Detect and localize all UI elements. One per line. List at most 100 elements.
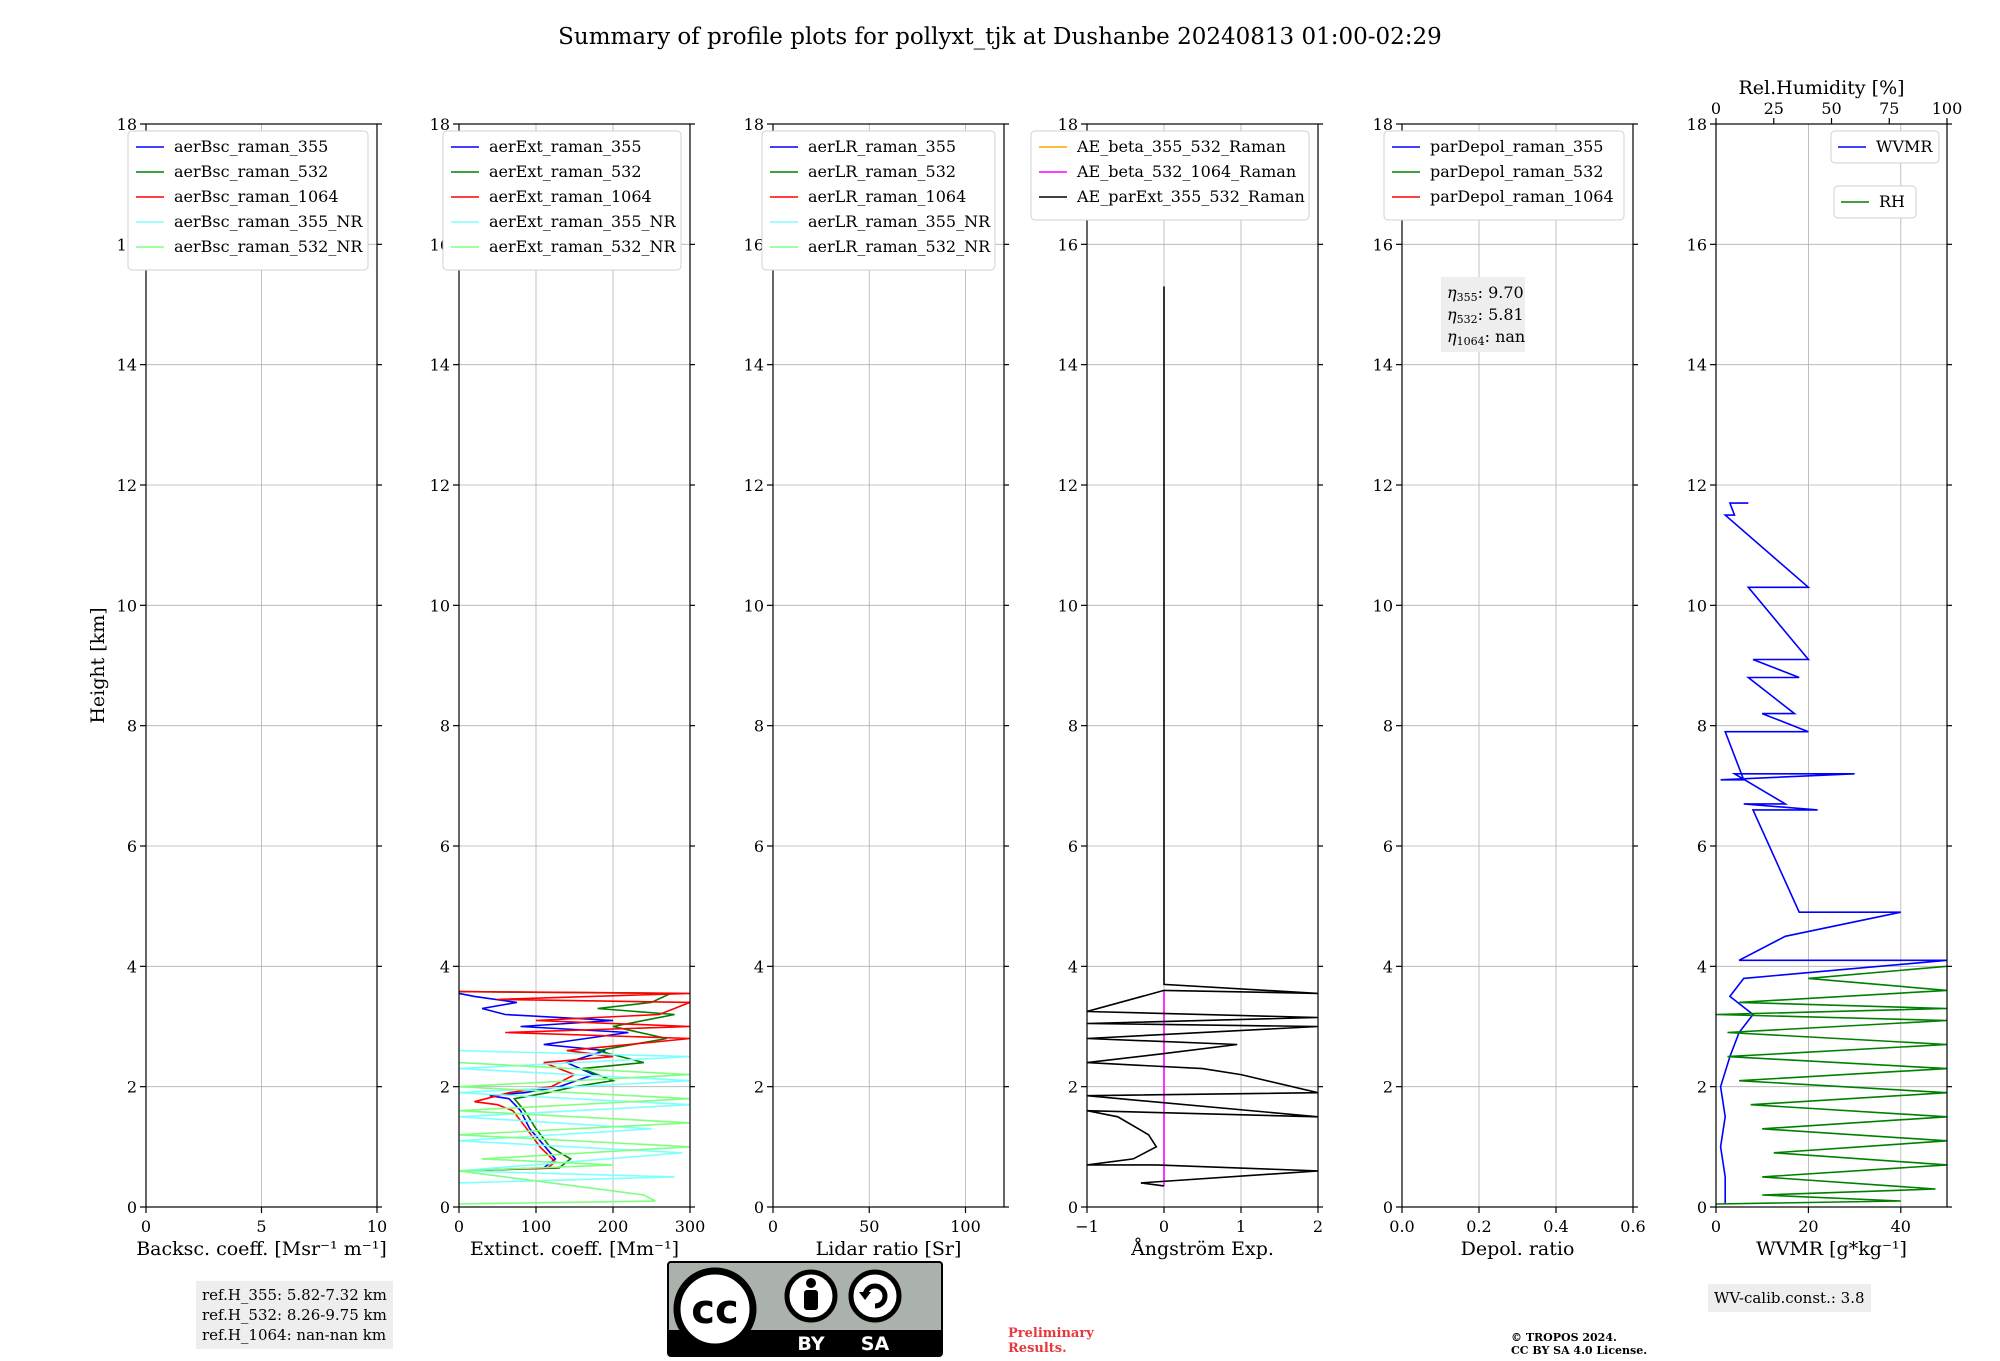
cc-logo-text: cc — [691, 1287, 738, 1333]
y-tick-label: 6 — [754, 837, 764, 856]
axes-frame — [1401, 123, 1634, 1208]
legend-entry: aerLR_raman_1064 — [808, 187, 966, 206]
legend-entry: aerExt_raman_532_NR — [489, 237, 677, 256]
legend-entry: aerExt_raman_355_NR — [489, 212, 677, 231]
x-tick-label: 0.2 — [1466, 1217, 1491, 1236]
y-tick-label: 0 — [1697, 1198, 1707, 1217]
y-tick-label: 14 — [1373, 356, 1393, 375]
x-axis-label: Ångström Exp. — [1130, 1238, 1274, 1260]
y-tick-label: 16 — [1058, 235, 1078, 254]
series-line-aerExt_raman_1064 — [459, 990, 690, 1172]
ref-height-532: ref.H_532: 8.26-9.75 km — [202, 1306, 387, 1324]
y-tick-label: 18 — [1373, 115, 1393, 134]
y-tick-label: 2 — [754, 1078, 764, 1097]
legend: aerLR_raman_355 aerLR_raman_532 aerLR_rama… — [761, 130, 996, 271]
x-tick-label: 300 — [675, 1217, 706, 1236]
x-tick-label: 200 — [598, 1217, 629, 1236]
x-tick-label: 20 — [1798, 1217, 1818, 1236]
x-tick-label: 2 — [1313, 1217, 1323, 1236]
y-tick-label: 6 — [127, 837, 137, 856]
legend: AE_beta_355_532_Raman AE_beta_532_1064_Ra… — [1030, 130, 1310, 221]
y-tick-label: 2 — [127, 1078, 137, 1097]
y-tick-label: 8 — [1697, 717, 1707, 736]
top-x-tick-label: 0 — [1711, 99, 1721, 118]
y-tick-label: 4 — [1697, 957, 1707, 976]
cc-by-label: BY — [797, 1333, 824, 1355]
legend-entry: aerBsc_raman_532_NR — [174, 237, 363, 256]
legend-entry: aerLR_raman_355 — [808, 137, 956, 156]
legend-frame — [1830, 130, 1940, 164]
series-line-aerExt_raman_532_NR — [459, 1061, 690, 1205]
preliminary-results-note: Preliminary Results. — [1008, 1326, 1094, 1356]
x-tick-label: 0 — [454, 1217, 464, 1236]
legend: aerBsc_raman_355 aerBsc_raman_532 aerBsc_r… — [127, 130, 369, 271]
panel-3: 0 2 4 6 8 10 12 14 16 18 0 50 100 Lidar ratio [Sr] aer… — [744, 115, 1009, 1260]
y-tick-label: 6 — [1697, 837, 1707, 856]
figure-title: Summary of profile plots for pollyxt_tjk… — [558, 24, 1442, 50]
legend-entry: aerLR_raman_532 — [808, 162, 956, 181]
x-tick-label: 5 — [256, 1217, 266, 1236]
x-axis-label: Backsc. coeff. [Msr⁻¹ m⁻¹] — [136, 1238, 387, 1260]
x-tick-label: 0.6 — [1620, 1217, 1645, 1236]
y-tick-label: 2 — [440, 1078, 450, 1097]
y-tick-label: 4 — [1383, 957, 1393, 976]
y-tick-label: 14 — [430, 356, 450, 375]
legend-entry: aerExt_raman_1064 — [489, 187, 652, 206]
y-tick-label: 12 — [1373, 476, 1393, 495]
x-tick-label: 0 — [1159, 1217, 1169, 1236]
y-axis-label: Height [km] — [87, 607, 109, 723]
eta-box — [1441, 277, 1525, 352]
y-tick-label: 10 — [1687, 596, 1707, 615]
y-tick-label: 4 — [127, 957, 137, 976]
legend-entry: aerExt_raman_355 — [489, 137, 642, 156]
y-tick-label: 18 — [1058, 115, 1078, 134]
legend-entry: AE_beta_355_532_Raman — [1076, 137, 1286, 156]
x-tick-label: 0 — [141, 1217, 151, 1236]
legend-entry: AE_parExt_355_532_Raman — [1076, 187, 1305, 206]
x-tick-label: 0 — [768, 1217, 778, 1236]
x-axis-label: WVMR [g*kg⁻¹] — [1756, 1238, 1907, 1260]
legend-entry: WVMR — [1876, 137, 1933, 156]
y-tick-label: 10 — [744, 596, 764, 615]
legend-frame — [1383, 130, 1625, 221]
legend-entry: aerBsc_raman_532 — [174, 162, 328, 181]
panel-5: 0 2 4 6 8 10 12 14 16 18 0.0 0.2 0.4 0.6 Depol. ratio p… — [1373, 115, 1646, 1260]
y-tick-label: 0 — [754, 1198, 764, 1217]
ref-heights-box: ref.H_355: 5.82-7.32 km ref.H_532: 8.26-… — [196, 1281, 393, 1349]
top-x-tick-label: 100 — [1932, 99, 1963, 118]
y-tick-label: 8 — [127, 717, 137, 736]
y-tick-label: 2 — [1383, 1078, 1393, 1097]
y-tick-label: 16 — [744, 235, 764, 254]
eta-line-532: η532: 5.81 — [1447, 305, 1524, 326]
y-tick-label: 4 — [440, 957, 450, 976]
y-tick-label: 12 — [744, 476, 764, 495]
y-tick-label: 8 — [1068, 717, 1078, 736]
preliminary-line-1: Preliminary — [1008, 1326, 1094, 1341]
ref-height-355: ref.H_355: 5.82-7.32 km — [202, 1286, 387, 1304]
y-tick-label: 16 — [1687, 235, 1707, 254]
eta-line-355: η355: 9.70 — [1447, 283, 1524, 304]
series-line-AE_parExt_355_532_Raman — [1087, 286, 1318, 1187]
y-tick-label: 10 — [117, 596, 137, 615]
y-tick-label: 8 — [440, 717, 450, 736]
copyright-line-1: © TROPOS 2024. — [1511, 1331, 1617, 1344]
wv-calib-box: WV-calib.const.: 3.8 — [1708, 1284, 1871, 1312]
y-tick-label: 10 — [430, 596, 450, 615]
legend-entry: parDepol_raman_355 — [1430, 137, 1603, 156]
y-tick-label: 2 — [1697, 1078, 1707, 1097]
y-tick-label: 6 — [440, 837, 450, 856]
top-x-axis-label: Rel.Humidity [%] — [1738, 77, 1904, 99]
x-tick-label: 50 — [859, 1217, 879, 1236]
x-tick-label: 1 — [1236, 1217, 1246, 1236]
x-tick-label: 100 — [950, 1217, 981, 1236]
legend: parDepol_raman_355 parDepol_raman_532 parD… — [1383, 130, 1625, 221]
y-tick-label: 4 — [1068, 957, 1078, 976]
y-tick-label: 14 — [1687, 356, 1707, 375]
legend-entry: parDepol_raman_1064 — [1430, 187, 1614, 206]
legend-frame — [127, 130, 369, 271]
